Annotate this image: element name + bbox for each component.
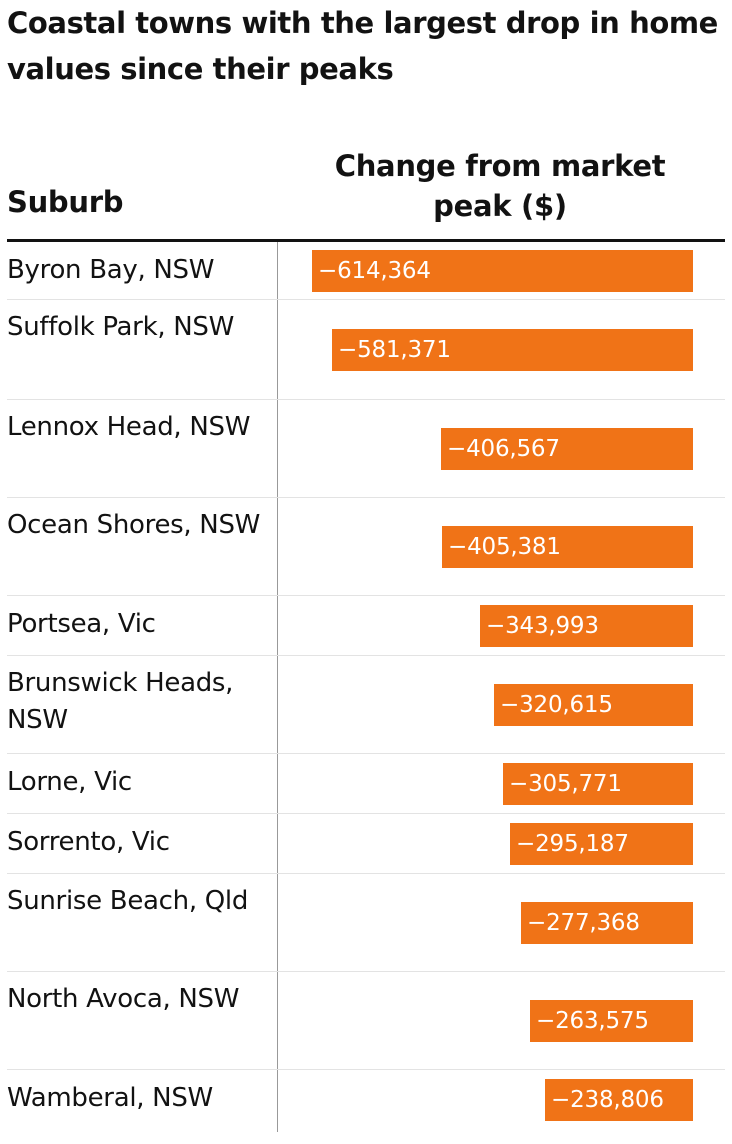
table-row: Suffolk Park, NSW −581,371 [0,300,732,400]
table-row: Portsea, Vic −343,993 [0,596,732,656]
suburb-label: North Avoca, NSW [7,984,240,1014]
bar: −406,567 [441,428,693,470]
row-separator [7,971,725,972]
row-separator [7,497,725,498]
table-row: Brunswick Heads, NSW −320,615 [0,656,732,754]
change-column-header: Change from market peak ($) [334,149,666,223]
bar-value-label: −614,364 [318,258,431,284]
suburb-label: Lennox Head, NSW [7,412,251,442]
suburb-label: Sunrise Beach, Qld [7,886,249,916]
bar: −343,993 [480,605,693,647]
suburb-label: Sorrento, Vic [7,827,170,857]
bar-value-label: −405,381 [448,534,561,560]
bar: −581,371 [332,329,693,371]
suburb-column-header: Suburb [7,185,124,219]
suburb-label: Wamberal, NSW [7,1083,213,1113]
suburb-label: Lorne, Vic [7,767,132,797]
row-separator [7,813,725,814]
table-row: Sunrise Beach, Qld −277,368 [0,874,732,972]
bar-value-label: −295,187 [516,831,629,857]
bar-value-label: −305,771 [509,771,622,797]
row-separator [7,595,725,596]
row-separator [7,399,725,400]
chart-title: Coastal towns with the largest drop in h… [7,6,718,86]
suburb-label: Ocean Shores, NSW [7,510,261,540]
bar-value-label: −581,371 [338,337,451,363]
header-rule [7,239,725,242]
row-separator [7,655,725,656]
bar: −263,575 [530,1000,693,1042]
bar: −614,364 [312,250,693,292]
bar: −405,381 [442,526,693,568]
bar-value-label: −277,368 [527,910,640,936]
table-row: Byron Bay, NSW −614,364 [0,242,732,300]
suburb-label: Byron Bay, NSW [7,255,215,285]
bar-value-label: −238,806 [551,1087,664,1113]
bar-value-label: −320,615 [500,692,613,718]
column-divider [277,242,278,1132]
table-row: Ocean Shores, NSW −405,381 [0,498,732,596]
table-row: Lennox Head, NSW −406,567 [0,400,732,498]
row-separator [7,1069,725,1070]
table-row: North Avoca, NSW −263,575 [0,972,732,1070]
table-row: Lorne, Vic −305,771 [0,754,732,814]
bar: −320,615 [494,684,693,726]
row-separator [7,873,725,874]
bar: −238,806 [545,1079,693,1121]
suburb-label: Suffolk Park, NSW [7,312,235,342]
bar-value-label: −263,575 [536,1008,649,1034]
row-separator [7,753,725,754]
bar: −305,771 [503,763,693,805]
table-row: Wamberal, NSW −238,806 [0,1070,732,1130]
bar-value-label: −406,567 [447,436,560,462]
suburb-label: Portsea, Vic [7,609,156,639]
table-row: Sorrento, Vic −295,187 [0,814,732,874]
suburb-label: Brunswick Heads, NSW [7,668,234,735]
bar: −295,187 [510,823,693,865]
bar-value-label: −343,993 [486,613,599,639]
row-separator [7,299,725,300]
bar: −277,368 [521,902,693,944]
